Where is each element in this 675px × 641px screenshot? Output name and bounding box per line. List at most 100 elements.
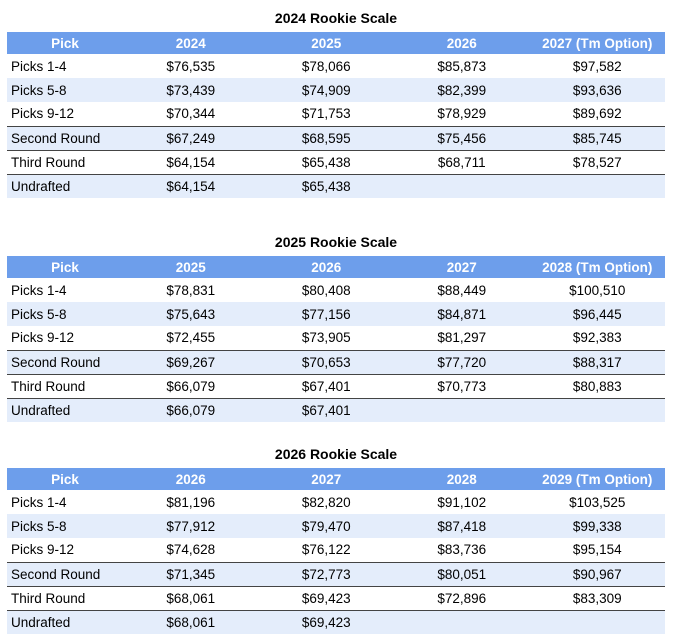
- salary-value: $78,066: [258, 54, 394, 78]
- table-row: Picks 5-8 $77,912 $79,470 $87,418 $99,338: [7, 514, 665, 538]
- salary-value: $72,455: [123, 326, 259, 350]
- salary-value: $76,122: [258, 538, 394, 562]
- column-header-year: 2026: [258, 256, 394, 278]
- salary-value: $100,510: [529, 278, 665, 302]
- salary-value: $81,196: [123, 490, 259, 514]
- column-header-year: 2027 (Tm Option): [529, 32, 665, 54]
- salary-value: $79,470: [258, 514, 394, 538]
- salary-value: $90,967: [529, 561, 665, 586]
- salary-value: $103,525: [529, 490, 665, 514]
- header-row: Pick 2024 2025 2026 2027 (Tm Option): [7, 32, 665, 54]
- rookie-scale-table-block: 2026 Rookie Scale Pick 2026 2027 2028 2029 (…: [7, 446, 665, 634]
- salary-value: [394, 173, 530, 198]
- salary-value: $93,636: [529, 78, 665, 102]
- table-row: Undrafted $68,061 $69,423: [7, 609, 665, 634]
- salary-value: $74,909: [258, 78, 394, 102]
- table-row: Picks 1-4 $81,196 $82,820 $91,102 $103,525: [7, 490, 665, 514]
- salary-value: $66,079: [123, 373, 259, 398]
- table-row: Third Round $64,154 $65,438 $68,711 $78,527: [7, 149, 665, 174]
- pick-label: Third Round: [7, 373, 123, 398]
- table-row: Picks 9-12 $72,455 $73,905 $81,297 $92,383: [7, 326, 665, 350]
- column-header-year: 2024: [123, 32, 259, 54]
- salary-value: $64,154: [123, 149, 259, 174]
- salary-value: $77,720: [394, 349, 530, 374]
- pick-label: Undrafted: [7, 173, 123, 198]
- scale-table: Pick 2024 2025 2026 2027 (Tm Option) Picks 1…: [7, 32, 665, 198]
- salary-value: $69,423: [258, 585, 394, 610]
- salary-value: $81,297: [394, 326, 530, 350]
- salary-value: $96,445: [529, 302, 665, 326]
- salary-value: $68,595: [258, 125, 394, 150]
- salary-value: [394, 397, 530, 422]
- pick-label: Third Round: [7, 149, 123, 174]
- salary-value: $69,267: [123, 349, 259, 374]
- pick-label: Second Round: [7, 125, 123, 150]
- table-row: Undrafted $66,079 $67,401: [7, 397, 665, 422]
- table-row: Third Round $66,079 $67,401 $70,773 $80,883: [7, 373, 665, 398]
- pick-label: Undrafted: [7, 609, 123, 634]
- pick-label: Undrafted: [7, 397, 123, 422]
- salary-value: $68,061: [123, 609, 259, 634]
- salary-value: [394, 609, 530, 634]
- pick-label: Second Round: [7, 349, 123, 374]
- salary-value: $73,439: [123, 78, 259, 102]
- column-header-year: 2025: [123, 256, 259, 278]
- pick-label: Picks 1-4: [7, 278, 123, 302]
- salary-value: $91,102: [394, 490, 530, 514]
- salary-value: $95,154: [529, 538, 665, 562]
- salary-value: $82,399: [394, 78, 530, 102]
- table-row: Second Round $71,345 $72,773 $80,051 $90,967: [7, 561, 665, 586]
- salary-value: $85,873: [394, 54, 530, 78]
- table-row: Picks 5-8 $73,439 $74,909 $82,399 $93,636: [7, 78, 665, 102]
- salary-value: $80,051: [394, 561, 530, 586]
- salary-value: $88,317: [529, 349, 665, 374]
- salary-value: $66,079: [123, 397, 259, 422]
- salary-value: $80,883: [529, 373, 665, 398]
- table-row: Second Round $67,249 $68,595 $75,456 $85,745: [7, 125, 665, 150]
- salary-value: $70,773: [394, 373, 530, 398]
- pick-label: Picks 9-12: [7, 102, 123, 126]
- pick-label: Third Round: [7, 585, 123, 610]
- salary-value: $77,156: [258, 302, 394, 326]
- salary-value: $80,408: [258, 278, 394, 302]
- salary-value: $69,423: [258, 609, 394, 634]
- salary-value: $71,753: [258, 102, 394, 126]
- column-header-year: 2026: [123, 468, 259, 490]
- column-header-pick: Pick: [7, 256, 123, 278]
- table-title: 2025 Rookie Scale: [274, 234, 398, 250]
- salary-value: $67,401: [258, 397, 394, 422]
- salary-value: $70,653: [258, 349, 394, 374]
- scale-table: Pick 2026 2027 2028 2029 (Tm Option) Picks 1…: [7, 468, 665, 634]
- table-row: Picks 9-12 $70,344 $71,753 $78,929 $89,692: [7, 102, 665, 126]
- table-row: Undrafted $64,154 $65,438: [7, 173, 665, 198]
- rookie-scale-table-block: 2024 Rookie Scale Pick 2024 2025 2026 2027 (…: [7, 10, 665, 198]
- header-row: Pick 2026 2027 2028 2029 (Tm Option): [7, 468, 665, 490]
- salary-value: $78,527: [529, 149, 665, 174]
- table-title: 2026 Rookie Scale: [274, 446, 398, 462]
- salary-value: $65,438: [258, 149, 394, 174]
- scale-table: Pick 2025 2026 2027 2028 (Tm Option) Picks 1…: [7, 256, 665, 422]
- table-row: Second Round $69,267 $70,653 $77,720 $88,317: [7, 349, 665, 374]
- salary-value: $82,820: [258, 490, 394, 514]
- pick-label: Picks 1-4: [7, 490, 123, 514]
- salary-value: $68,711: [394, 149, 530, 174]
- salary-value: $75,456: [394, 125, 530, 150]
- salary-value: $72,896: [394, 585, 530, 610]
- pick-label: Picks 1-4: [7, 54, 123, 78]
- column-header-year: 2029 (Tm Option): [529, 468, 665, 490]
- salary-value: $87,418: [394, 514, 530, 538]
- salary-value: $71,345: [123, 561, 259, 586]
- column-header-pick: Pick: [7, 468, 123, 490]
- salary-value: $67,249: [123, 125, 259, 150]
- salary-value: $74,628: [123, 538, 259, 562]
- salary-value: $83,736: [394, 538, 530, 562]
- salary-value: [529, 173, 665, 198]
- table-row: Picks 1-4 $76,535 $78,066 $85,873 $97,582: [7, 54, 665, 78]
- salary-value: $88,449: [394, 278, 530, 302]
- table-row: Picks 1-4 $78,831 $80,408 $88,449 $100,510: [7, 278, 665, 302]
- salary-value: $73,905: [258, 326, 394, 350]
- salary-value: $64,154: [123, 173, 259, 198]
- salary-value: $84,871: [394, 302, 530, 326]
- salary-value: $99,338: [529, 514, 665, 538]
